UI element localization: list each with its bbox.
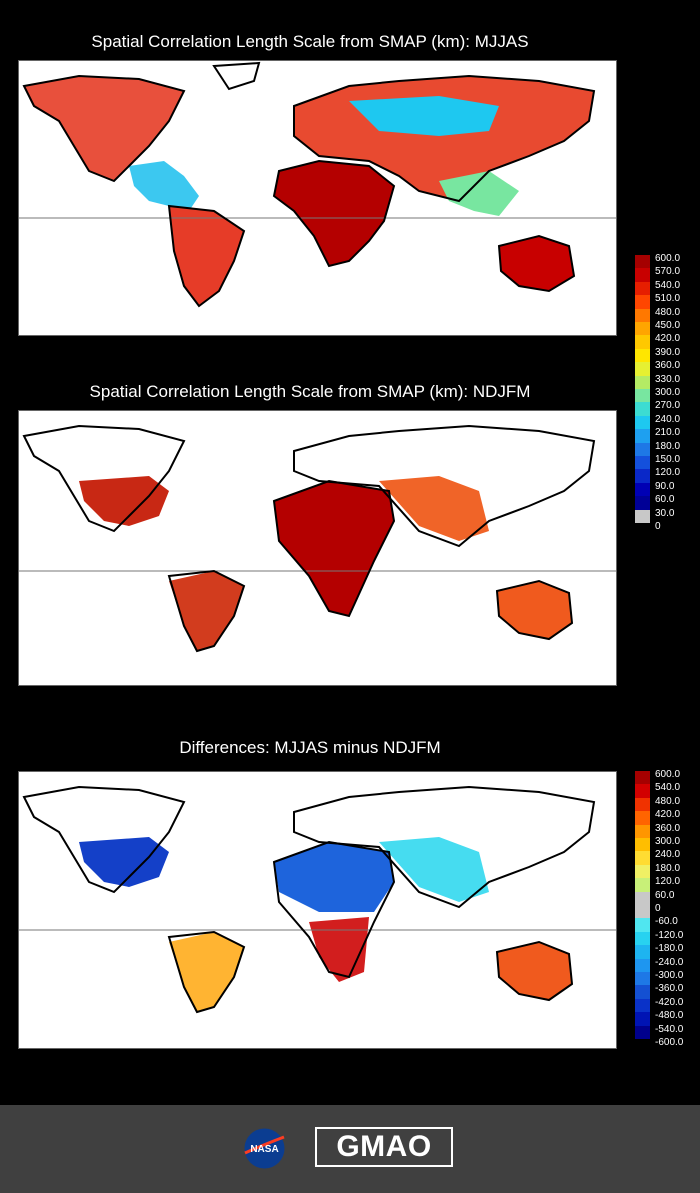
colorbar-swatch xyxy=(635,335,650,350)
colorbar-swatch xyxy=(635,771,650,785)
colorbar-swatch xyxy=(635,482,650,497)
colorbar-swatch xyxy=(635,797,650,812)
colorbar-label: -420.0 xyxy=(655,996,684,1008)
world-map-diff xyxy=(18,771,617,1049)
colorbar-label: 420.0 xyxy=(655,809,681,821)
footer: NASA GMAO xyxy=(0,1105,700,1193)
colorbar-label: 240.0 xyxy=(655,849,681,861)
colorbar-swatch xyxy=(635,931,650,946)
colorbar-swatch xyxy=(635,851,650,866)
colorbar-swatch xyxy=(635,362,650,377)
colorbar-label: -600.0 xyxy=(655,1037,684,1048)
colorbar-label: 240.0 xyxy=(655,413,681,425)
colorbar-label: -300.0 xyxy=(655,970,684,981)
colorbar-swatch xyxy=(635,985,650,1000)
colorbar-swatch xyxy=(635,824,650,839)
colorbar-swatch xyxy=(635,509,650,524)
colorbar-swatch xyxy=(635,998,650,1013)
panel-title-ndjfm: Spatial Correlation Length Scale from SM… xyxy=(89,382,531,401)
colorbar-swatch xyxy=(635,878,650,893)
colorbar-label: 360.0 xyxy=(655,822,681,834)
nasa-logo-text: NASA xyxy=(250,1144,278,1155)
colorbar-swatch xyxy=(635,322,650,336)
colorbar-swatch xyxy=(635,348,650,363)
colorbar-label: 420.0 xyxy=(655,333,681,345)
nasa-logo: NASA xyxy=(244,1128,285,1169)
colorbar-label: 150.0 xyxy=(655,454,681,465)
colorbar-swatch xyxy=(635,864,650,879)
colorbar-swatch xyxy=(635,838,650,852)
colorbar-label: 570.0 xyxy=(655,266,681,278)
colorbar-label: 540.0 xyxy=(655,782,681,794)
colorbar-label: 480.0 xyxy=(655,795,681,807)
land-fill xyxy=(79,837,572,1012)
colorbar-swatch xyxy=(635,1025,650,1040)
colorbar-label: -240.0 xyxy=(655,956,684,968)
colorbar-label: 210.0 xyxy=(655,427,681,439)
colorbar-label: 300.0 xyxy=(655,387,681,398)
colorbar-label: 270.0 xyxy=(655,400,681,412)
colorbar-label: 360.0 xyxy=(655,360,681,372)
land-fill xyxy=(24,76,594,306)
panel-title-mjjas: Spatial Correlation Length Scale from SM… xyxy=(91,32,529,51)
colorbar-label: 390.0 xyxy=(655,346,681,358)
colorbar-swatch xyxy=(635,918,650,933)
colorbar-swatch xyxy=(635,469,650,484)
colorbar-label: 60.0 xyxy=(655,889,675,901)
colorbar-label: -360.0 xyxy=(655,983,684,995)
colorbar-label: -480.0 xyxy=(655,1010,684,1022)
colorbar-swatch xyxy=(635,958,650,973)
colorbar-swatch xyxy=(635,784,650,799)
colorbar-swatch xyxy=(635,905,650,919)
colorbar-label: 330.0 xyxy=(655,373,681,385)
coastlines xyxy=(22,61,596,308)
colorbar-label: 600.0 xyxy=(655,769,681,780)
coastlines xyxy=(22,424,596,653)
colorbar-label: 120.0 xyxy=(655,467,681,479)
colorbar-label: 90.0 xyxy=(655,480,675,492)
colorbar-swatch xyxy=(635,1012,650,1027)
colorbar-label: -180.0 xyxy=(655,943,684,955)
colorbar-swatch xyxy=(635,415,650,430)
colorbar-label: -60.0 xyxy=(655,916,678,928)
colorbar-label: 300.0 xyxy=(655,836,681,847)
colorbar-label: 450.0 xyxy=(655,320,681,331)
colorbar-label: 480.0 xyxy=(655,306,681,318)
land-fill xyxy=(79,476,572,651)
colorbar-label: 510.0 xyxy=(655,293,681,305)
colorbar-swatch xyxy=(635,308,650,323)
colorbar-swatch xyxy=(635,496,650,511)
colorbar-swatch xyxy=(635,972,650,986)
colorbar-label: -540.0 xyxy=(655,1023,684,1035)
panel-title-diff: Differences: MJJAS minus NDJFM xyxy=(179,738,441,757)
colorbar-swatch xyxy=(635,456,650,470)
colorbar-swatch xyxy=(635,295,650,310)
world-map-mjjas xyxy=(18,60,617,336)
colorbar-swatch xyxy=(635,402,650,417)
colorbar-swatch xyxy=(635,268,650,283)
colorbar-label: -120.0 xyxy=(655,929,684,941)
colorbar-swatch xyxy=(635,945,650,960)
colorbar-label: 540.0 xyxy=(655,279,681,291)
colorbar-swatch xyxy=(635,811,650,826)
colorbar-label: 120.0 xyxy=(655,876,681,888)
colorbar-label: 0 xyxy=(655,521,661,532)
colorbar-label: 180.0 xyxy=(655,862,681,874)
colorbar-swatch xyxy=(635,281,650,296)
colorbar-label: 600.0 xyxy=(655,253,681,264)
colorbar-swatch xyxy=(635,389,650,403)
colorbar-label: 60.0 xyxy=(655,494,675,506)
colorbar-swatch xyxy=(635,429,650,444)
colorbar-swatch xyxy=(635,375,650,390)
colorbar-label: 0 xyxy=(655,903,661,914)
world-map-ndjfm xyxy=(18,410,617,686)
coastlines xyxy=(22,785,596,1014)
colorbar-label: 180.0 xyxy=(655,440,681,452)
colorbar-swatch xyxy=(635,442,650,457)
colorbar-label: 30.0 xyxy=(655,507,675,519)
colorbar-swatch xyxy=(635,255,650,269)
gmao-logo: GMAO xyxy=(315,1127,453,1167)
colorbar-swatch xyxy=(635,891,650,906)
